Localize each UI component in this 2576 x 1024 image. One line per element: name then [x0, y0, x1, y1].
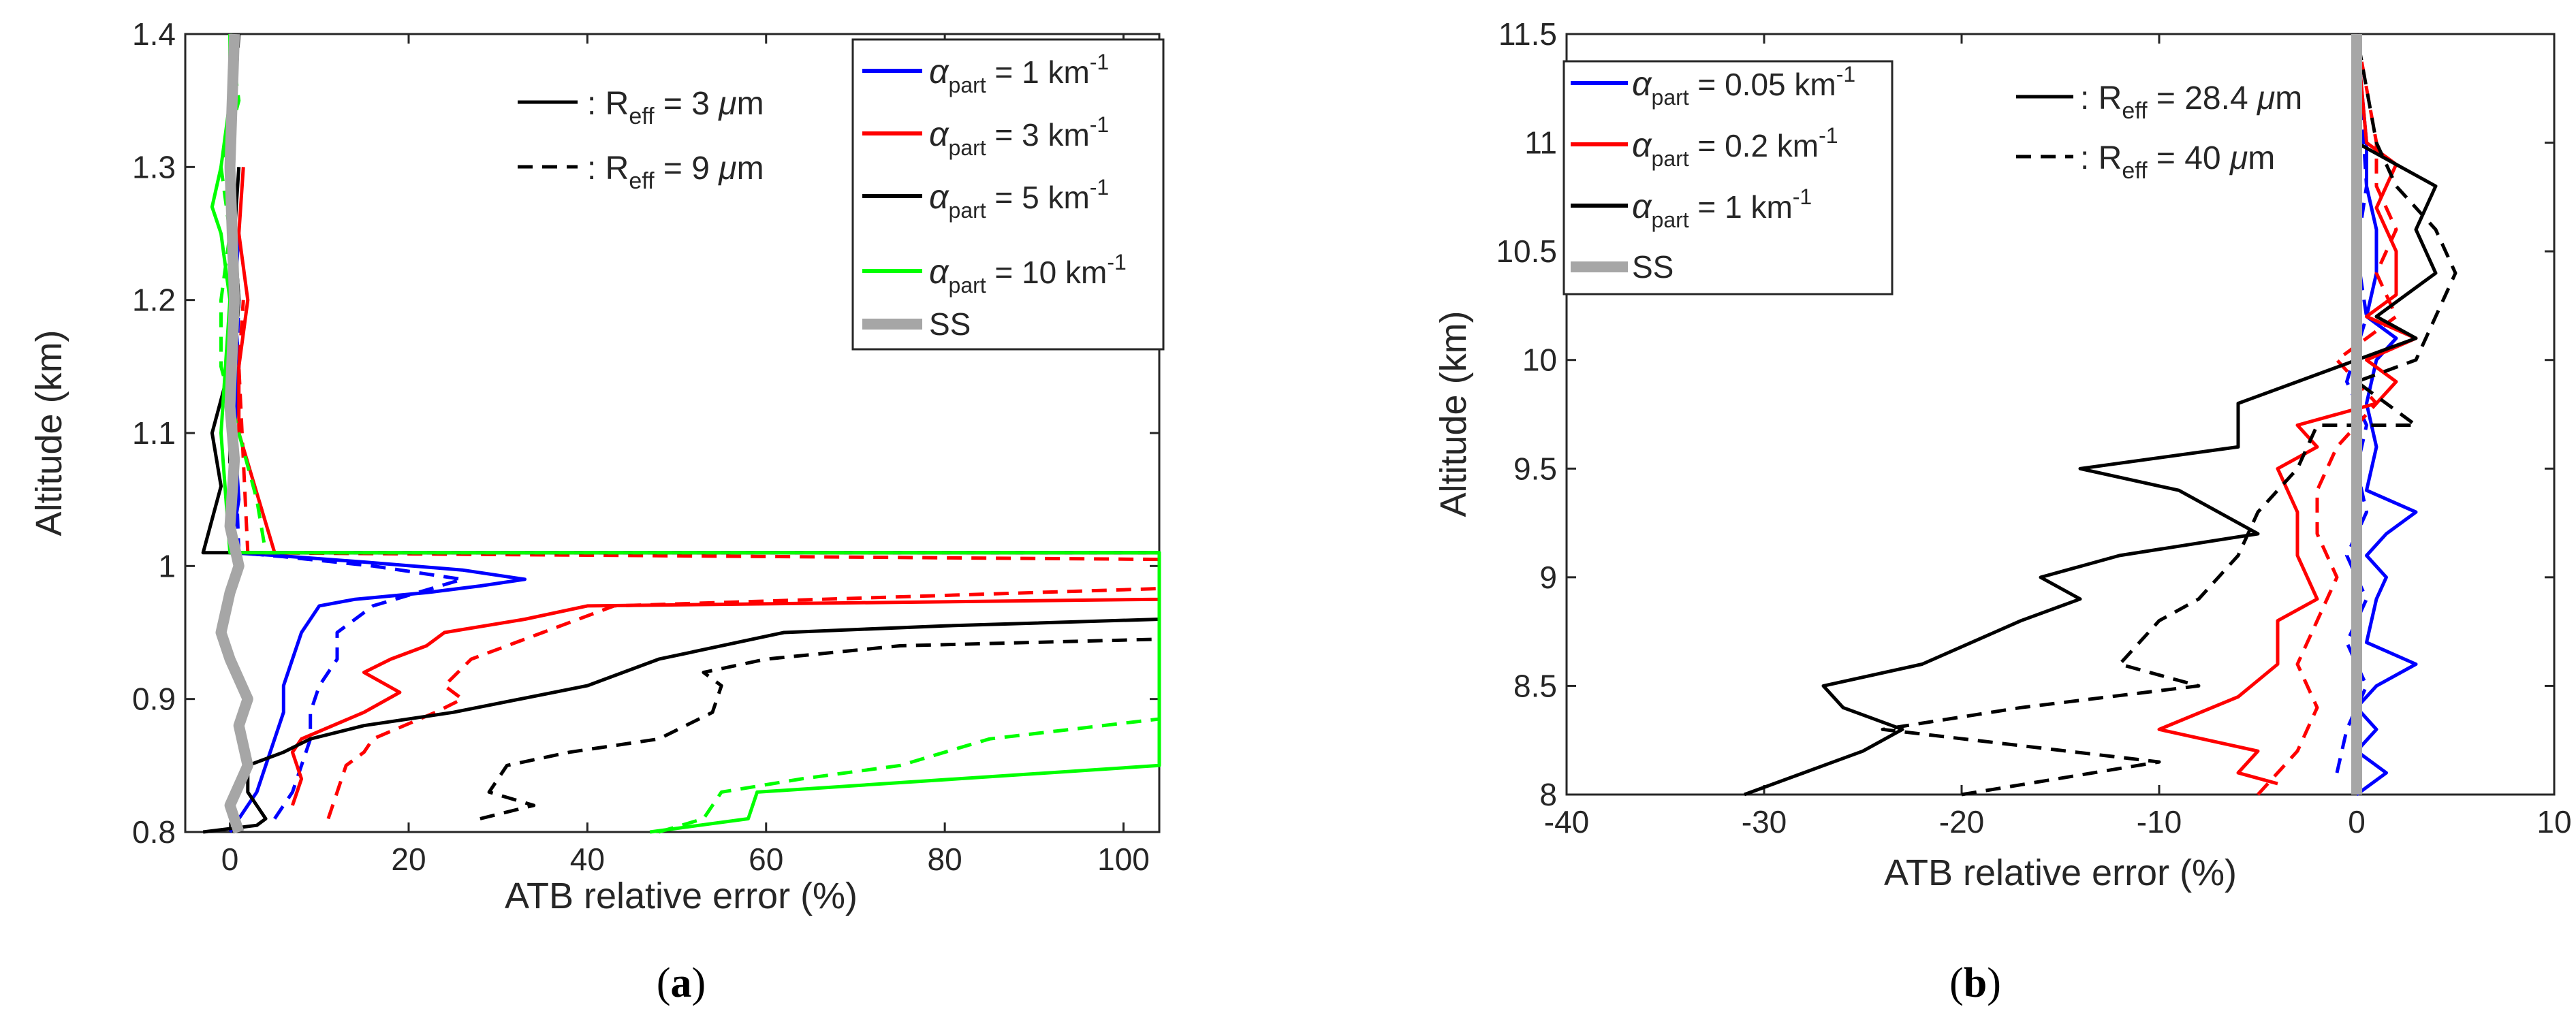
color-legend-entry: αpart = 1 km-1: [862, 50, 1109, 97]
y-tick-label-b: 8.5: [1513, 668, 1557, 703]
y-tick-label-b: 11.5: [1498, 16, 1557, 52]
series-line-a: [219, 33, 1161, 834]
x-tick-label-b: 10: [2536, 804, 2571, 839]
svg-text:SS: SS: [929, 306, 971, 342]
color-legend-entry: αpart = 3 km-1: [862, 112, 1109, 160]
y-axis-label-a: Altitude (km): [29, 330, 69, 536]
x-tick-label-b: 0: [2348, 804, 2366, 839]
y-tick-label-b: 11: [1524, 125, 1557, 161]
y-tick-label-b: 9: [1539, 560, 1557, 595]
svg-text:αpart = 3 km-1: αpart = 3 km-1: [929, 112, 1109, 160]
y-tick-label-b: 8: [1539, 777, 1557, 812]
x-tick-label-a: 60: [749, 842, 783, 877]
y-tick-label-a: 1.3: [132, 149, 176, 185]
style-legend-entry: : Reff = 3 μm: [518, 86, 764, 129]
style-legend-entry: : Reff = 28.4 μm: [2016, 80, 2302, 124]
x-tick-label-a: 20: [391, 842, 426, 877]
y-tick-label-a: 1: [158, 548, 176, 583]
x-tick-label-b: -40: [1544, 804, 1589, 839]
panel-label-a: (a): [657, 960, 706, 1006]
panel-label-b: (b): [1949, 960, 2001, 1006]
color-legend-entry: αpart = 1 km-1: [1571, 185, 1812, 232]
style-legend-entry: : Reff = 40 μm: [2016, 140, 2275, 184]
color-legend-entry: αpart = 10 km-1: [862, 250, 1127, 298]
y-tick-label-a: 0.8: [132, 814, 176, 850]
x-axis-label-a: ATB relative error (%): [505, 876, 858, 916]
ticks-b: -40 -30 -20 -10 0 10 8 8.5 9 9.5 10 10.5 11 11.5: [1496, 16, 2571, 839]
series-line-a: [237, 300, 1161, 820]
y-tick-label-a: 1.4: [132, 16, 176, 52]
y-tick-label-b: 10: [1522, 342, 1557, 378]
y-tick-label-a: 0.9: [132, 682, 176, 717]
color-legend-b: αpart = 0.05 km-1 αpart = 0.2 km-1 αpart…: [1562, 60, 1894, 295]
svg-text:SS: SS: [1632, 249, 1674, 285]
color-legend-a: αpart = 1 km-1 αpart = 3 km-1 αpart = 5 …: [851, 38, 1165, 351]
series-line-b: [2257, 33, 2398, 796]
y-tick-label-b: 9.5: [1513, 451, 1557, 486]
color-legend-entry: αpart = 0.05 km-1: [1571, 62, 1855, 110]
svg-text:: Reff = 28.4 μm: : Reff = 28.4 μm: [2080, 80, 2302, 124]
svg-text:αpart = 0.05 km-1: αpart = 0.05 km-1: [1632, 62, 1855, 110]
x-tick-label-a: 0: [221, 842, 239, 877]
svg-text:αpart = 10 km-1: αpart = 10 km-1: [929, 250, 1127, 298]
series-line-b: [1744, 34, 2438, 797]
panel-b: -40 -30 -20 -10 0 10 8 8.5 9 9.5 10 10.5 11 11.5 ATB …: [1433, 16, 2572, 1006]
svg-text:αpart = 1 km-1: αpart = 1 km-1: [1632, 185, 1812, 232]
svg-text:: Reff = 3 μm: : Reff = 3 μm: [587, 86, 764, 129]
svg-text:αpart = 0.2 km-1: αpart = 0.2 km-1: [1632, 123, 1838, 171]
y-tick-label-a: 1.1: [132, 415, 176, 451]
color-legend-entry: αpart = 0.2 km-1: [1571, 123, 1838, 171]
y-axis-label-b: Altitude (km): [1433, 310, 1474, 517]
x-tick-label-a: 100: [1097, 842, 1150, 877]
x-tick-label-a: 40: [570, 842, 605, 877]
y-tick-label-a: 1.2: [132, 283, 176, 318]
x-tick-label-b: -10: [2137, 804, 2182, 839]
series-lines-b: [1744, 33, 2457, 797]
style-legend-entry: : Reff = 9 μm: [518, 150, 764, 194]
series-lines-a: [201, 33, 1161, 834]
series-line-b: [1881, 33, 2457, 797]
color-legend-entry: αpart = 5 km-1: [862, 175, 1109, 223]
style-legend-a: : Reff = 3 μm : Reff = 9 μm: [518, 86, 764, 194]
color-legend-entry: SS: [862, 306, 971, 342]
svg-text:: Reff = 40 μm: : Reff = 40 μm: [2080, 140, 2275, 184]
color-legend-entry: SS: [1571, 249, 1674, 285]
series-line-b: [2157, 33, 2418, 786]
y-tick-label-b: 10.5: [1496, 234, 1557, 269]
panel-a: 0 20 40 60 80 100 0.8 0.9 1 1.1 1.2 1.3 1.4 ATB rela…: [29, 16, 1165, 1006]
series-line-a: [232, 300, 465, 820]
svg-text:αpart = 5 km-1: αpart = 5 km-1: [929, 175, 1109, 223]
x-tick-label-b: -20: [1939, 804, 1984, 839]
x-axis-label-b: ATB relative error (%): [1884, 852, 2237, 893]
ticks-a: 0 20 40 60 80 100 0.8 0.9 1 1.1 1.2 1.3 1.4: [132, 16, 1159, 877]
series-line-a: [215, 33, 253, 834]
x-tick-label-a: 80: [928, 842, 962, 877]
x-tick-label-b: -30: [1742, 804, 1787, 839]
series-line-a: [228, 233, 527, 833]
svg-text:: Reff = 9 μm: : Reff = 9 μm: [587, 150, 764, 194]
svg-text:αpart = 1 km-1: αpart = 1 km-1: [929, 50, 1109, 97]
style-legend-b: : Reff = 28.4 μm : Reff = 40 μm: [2016, 80, 2302, 184]
